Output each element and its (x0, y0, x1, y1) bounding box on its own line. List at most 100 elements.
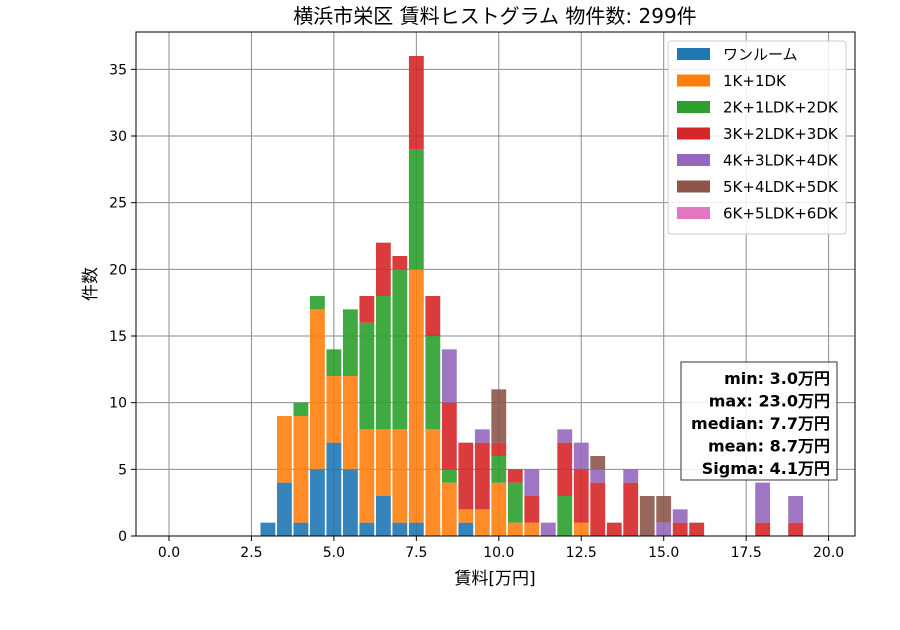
y-tick-label: 10 (109, 396, 127, 412)
bar-segment (573, 469, 589, 523)
bar-segment (524, 522, 540, 536)
y-axis-label: 件数 (81, 267, 101, 301)
bar-segment (342, 469, 358, 536)
bar-segment (342, 376, 358, 470)
bar-segment (507, 522, 523, 536)
bar-segment (689, 522, 705, 536)
bar-segment (392, 256, 408, 270)
bar-segment (425, 336, 441, 430)
chart-title: 横浜市栄区 賃料ヒストグラム 物件数: 299件 (293, 4, 696, 28)
bar-segment (441, 482, 457, 536)
bar-segment (557, 496, 573, 536)
bar-segment (359, 429, 375, 523)
legend-label: ワンルーム (723, 46, 798, 64)
bar-segment (408, 56, 424, 150)
bar-segment (359, 322, 375, 430)
bar-segment (326, 442, 342, 536)
legend-swatch (677, 74, 710, 87)
y-tick-label: 25 (109, 196, 127, 212)
y-tick-label: 20 (109, 262, 127, 278)
stats-box-frame (680, 361, 838, 481)
legend-swatch (677, 127, 710, 140)
bar-segment (408, 149, 424, 270)
bar-segment (491, 442, 507, 456)
bar-segment (755, 522, 771, 536)
bar-segment (309, 309, 325, 470)
bar-segment (458, 442, 474, 510)
stats-line: Sigma: 4.1万円 (702, 459, 830, 478)
bar-segment (656, 496, 672, 523)
bar-segment (524, 469, 540, 496)
x-axis-label: 賃料[万円] (454, 569, 535, 589)
bar-segment (293, 416, 309, 523)
bar-segment (375, 242, 391, 296)
bar-segment (342, 309, 358, 376)
legend-label: 5K+4LDK+5DK (723, 178, 839, 196)
y-tick-label: 30 (109, 129, 127, 145)
bar-segment (276, 482, 292, 536)
bar-segment (309, 296, 325, 310)
bar-segment (441, 402, 457, 470)
bar-segment (293, 402, 309, 416)
bar-segment (755, 482, 771, 523)
bar-segment (474, 442, 490, 510)
bar-segment (788, 522, 804, 536)
stats-line: min: 3.0万円 (724, 369, 830, 388)
stats-line: median: 7.7万円 (691, 414, 830, 433)
y-tick-label: 0 (118, 529, 127, 545)
bar-segment (507, 482, 523, 523)
x-tick-label: 12.5 (566, 545, 597, 561)
legend-label: 1K+1DK (723, 72, 787, 90)
x-tick-label: 10.0 (483, 545, 514, 561)
bar-segment (458, 522, 474, 536)
bars (260, 56, 804, 536)
plot-frame (135, 31, 856, 537)
legend: ワンルーム 1K+1DK 2K+1LDK+2DK 3K+2LDK+3DK 4K+3LDK… (667, 40, 847, 235)
bar-segment (491, 482, 507, 536)
y-axis-ticks: 0 5 10 15 20 25 30 35 (109, 62, 136, 545)
bar-segment (491, 456, 507, 483)
legend-label: 2K+1LDK+2DK (723, 99, 839, 117)
x-tick-label: 2.5 (240, 545, 262, 561)
bar-segment (623, 482, 639, 536)
x-tick-label: 0.0 (158, 545, 180, 561)
stats-line: mean: 8.7万円 (708, 437, 830, 456)
bar-segment (557, 442, 573, 496)
bar-segment (524, 496, 540, 523)
bar-segment (557, 429, 573, 443)
legend-label: 4K+3LDK+4DK (723, 152, 839, 170)
bar-segment (491, 389, 507, 443)
bar-segment (656, 522, 672, 536)
bar-segment (425, 296, 441, 336)
x-axis-ticks: 0.0 2.5 5.0 7.5 10.0 12.5 15.0 17.5 20.0 (158, 536, 844, 561)
bar-segment (408, 522, 424, 536)
bar-segment (392, 429, 408, 523)
bar-segment (392, 522, 408, 536)
bar-segment (540, 522, 556, 536)
bar-segment (326, 349, 342, 376)
legend-label: 3K+2LDK+3DK (723, 125, 839, 143)
bar-segment (573, 522, 589, 536)
bar-segment (359, 296, 375, 323)
bar-segment (507, 469, 523, 483)
bar-segment (309, 469, 325, 536)
bar-segment (392, 269, 408, 430)
bar-segment (425, 429, 441, 536)
x-tick-label: 17.5 (731, 545, 762, 561)
x-tick-label: 7.5 (405, 545, 427, 561)
legend-swatch (677, 154, 710, 166)
bar-segment (326, 376, 342, 443)
bar-segment (639, 496, 655, 536)
bar-segment (375, 496, 391, 536)
bar-segment (672, 522, 688, 536)
bar-segment (359, 522, 375, 536)
bar-segment (672, 509, 688, 523)
bar-segment (788, 496, 804, 523)
stats-line: max: 23.0万円 (709, 392, 830, 411)
y-tick-label: 15 (109, 329, 127, 345)
bar-segment (293, 522, 309, 536)
bar-segment (573, 442, 589, 470)
bar-segment (441, 349, 457, 403)
bar-segment (375, 429, 391, 496)
